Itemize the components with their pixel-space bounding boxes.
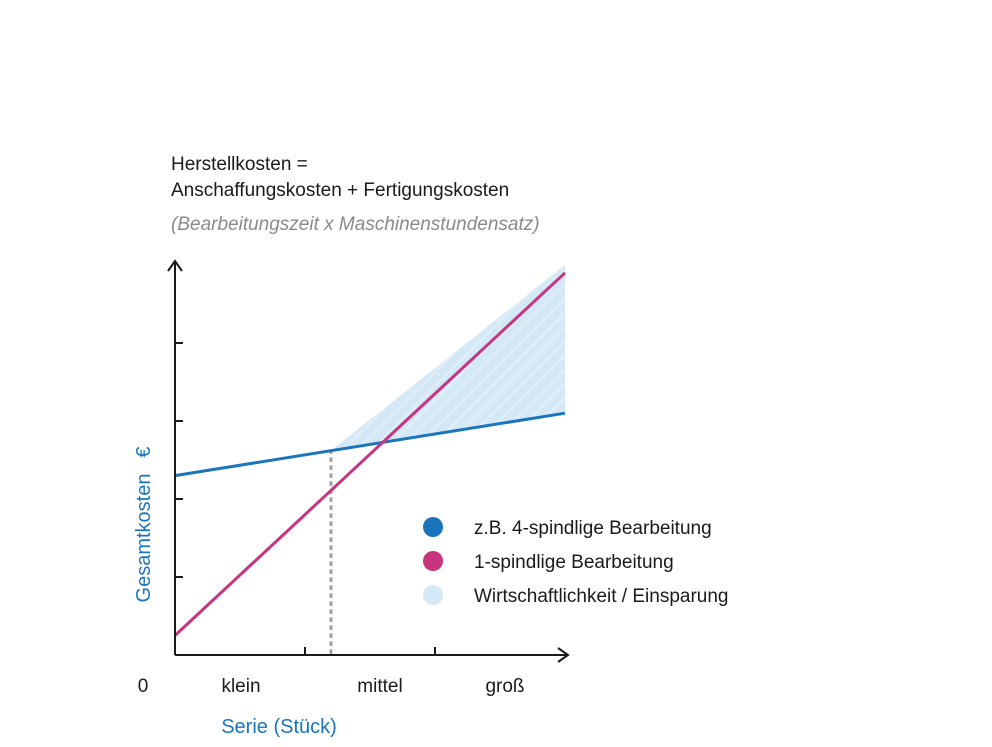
- x-tick-label-klein: klein: [221, 676, 260, 697]
- x-axis-title: Serie (Stück): [221, 716, 337, 738]
- series-line-4-spindle: [174, 411, 566, 478]
- legend-marker-savings: [423, 585, 443, 605]
- x-tick-label-mittel: mittel: [357, 676, 402, 697]
- legend-label-savings: Wirtschaftlichkeit / Einsparung: [474, 586, 729, 607]
- x-tick-label-gross: groß: [485, 676, 524, 697]
- legend: z.B. 4-spindlige Bearbeitung 1-spindlige…: [423, 517, 729, 607]
- legend-marker-1-spindle: [423, 551, 443, 571]
- x-axis: [175, 647, 570, 663]
- chart-subtitle: (Bearbeitungszeit x Maschinenstundensatz…: [171, 214, 540, 235]
- y-axis-title: Gesamtkosten: [133, 474, 155, 603]
- chart-title-line2: Anschaffungskosten + Fertigungskosten: [171, 180, 509, 201]
- legend-label-1-spindle: 1-spindlige Bearbeitung: [474, 552, 674, 573]
- savings-region: [331, 265, 565, 451]
- chart-title-line1: Herstellkosten =: [171, 154, 308, 175]
- origin-label: 0: [138, 676, 149, 697]
- y-axis: [167, 259, 183, 655]
- legend-marker-4-spindle: [423, 517, 443, 537]
- y-axis-unit: €: [133, 446, 155, 457]
- legend-label-4-spindle: z.B. 4-spindlige Bearbeitung: [474, 518, 712, 539]
- series-line-1-spindle: [173, 271, 567, 637]
